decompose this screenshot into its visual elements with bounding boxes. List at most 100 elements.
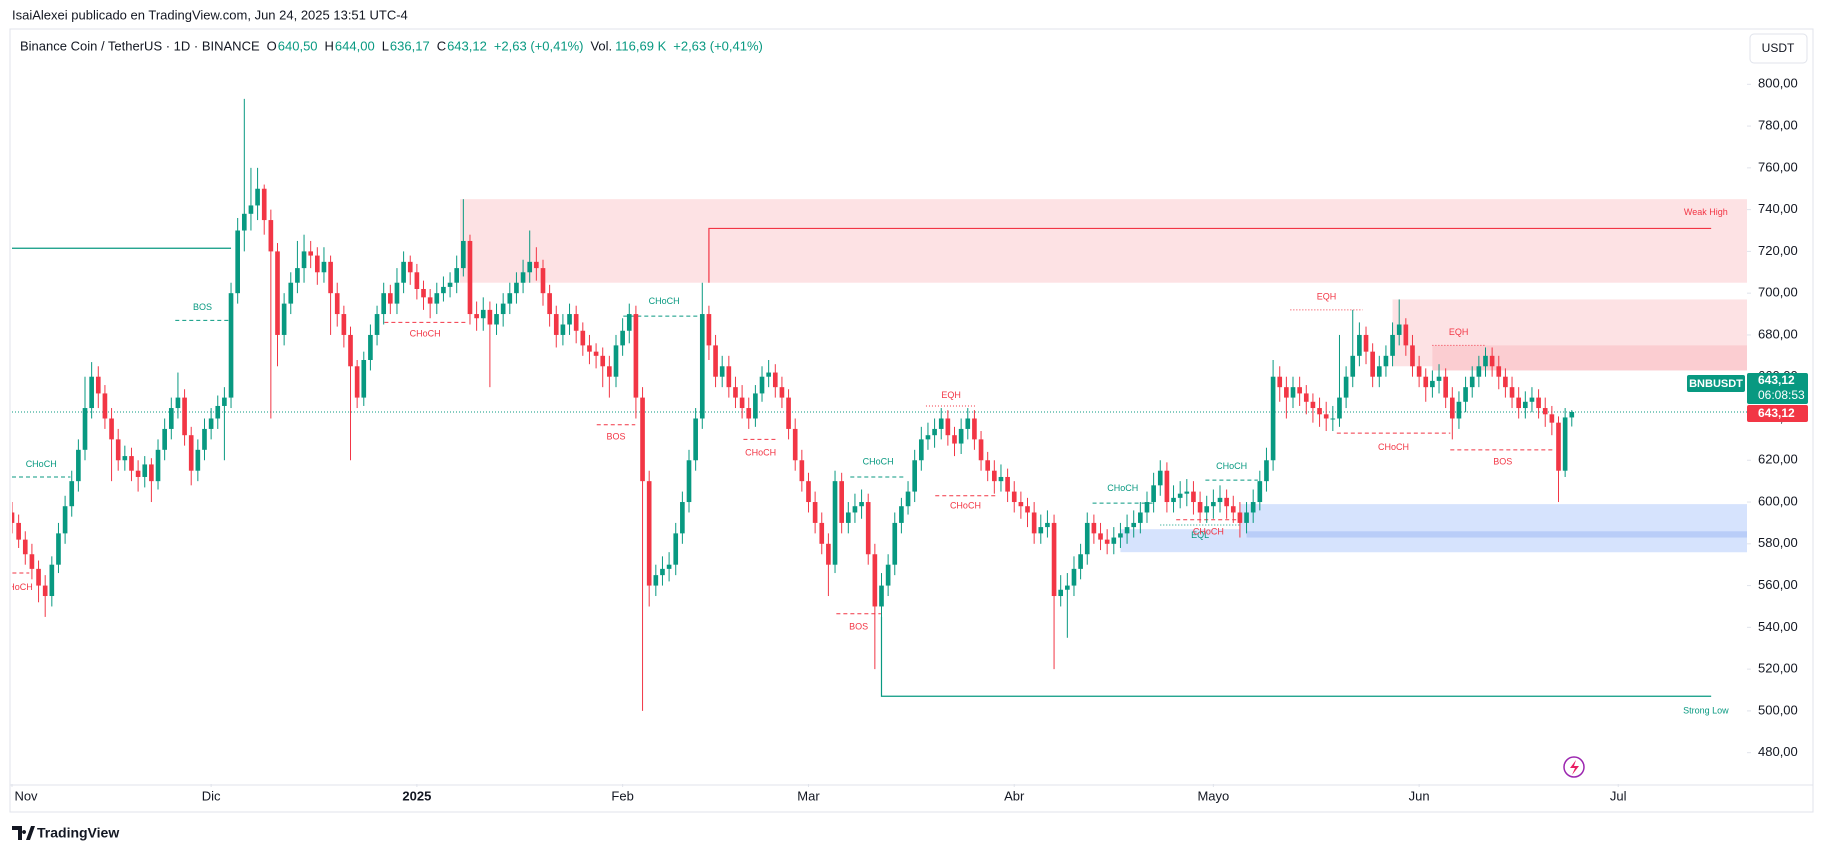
candle-body — [520, 272, 526, 283]
candle-body — [115, 439, 121, 461]
candle-body — [1084, 522, 1090, 555]
x-tick-label: Mayo — [1197, 788, 1229, 803]
y-tick-label: 700,00 — [1758, 285, 1798, 300]
legend-item: Binance Coin / TetherUS · 1D · BINANCE — [20, 38, 260, 53]
candle-body — [354, 366, 360, 398]
candle-body — [792, 428, 798, 461]
structure-label: CHoCH — [26, 459, 57, 469]
candle-body — [1390, 334, 1395, 356]
candle-body — [454, 268, 460, 283]
candle-body — [580, 330, 586, 346]
candle-body — [1317, 408, 1322, 415]
candle-body — [135, 470, 141, 477]
candle-body — [1363, 334, 1369, 352]
candle-body — [82, 408, 88, 450]
candle-body — [899, 506, 904, 523]
legend-item: H — [325, 38, 334, 53]
candle-body — [1310, 401, 1316, 409]
candle-body — [799, 460, 805, 482]
candle-body — [779, 387, 785, 398]
y-tick-label: 580,00 — [1758, 535, 1798, 550]
currency-button[interactable] — [1749, 33, 1808, 64]
y-tick-label: 680,00 — [1758, 326, 1798, 341]
candle-body — [1503, 376, 1508, 388]
candle-body — [414, 272, 420, 289]
candle-body — [1184, 491, 1190, 494]
candle-body — [739, 397, 745, 409]
candle-body — [719, 366, 725, 377]
legend-item: +2,63 (+0,41%) — [494, 38, 584, 53]
candle-body — [12, 512, 15, 523]
candle-body — [1542, 408, 1548, 415]
legend-item: 644,00 — [335, 38, 375, 53]
candle-body — [461, 240, 466, 269]
candle-body — [699, 314, 705, 419]
candle-body — [381, 293, 387, 315]
x-tick-label: Feb — [611, 788, 633, 803]
candle-body — [1171, 497, 1176, 503]
y-tick-label: 720,00 — [1758, 243, 1798, 258]
structure-label: BOS — [849, 622, 868, 632]
candle-body — [826, 543, 831, 565]
price-label: 643,12 — [1758, 373, 1795, 387]
candle-body — [573, 314, 579, 331]
structure-label: CHoCH — [1107, 483, 1138, 493]
legend-item: Vol. — [590, 38, 612, 53]
candle-body — [1118, 533, 1123, 538]
candle-body — [514, 282, 519, 294]
legend-item: L — [382, 38, 389, 53]
structure-label: EQH — [941, 390, 961, 400]
candle-body — [646, 481, 652, 586]
candle-body — [1065, 585, 1070, 590]
candle-body — [1244, 512, 1249, 523]
candle-body — [507, 293, 513, 304]
candle-body — [109, 418, 114, 440]
candle-body — [129, 456, 134, 471]
candle-body — [938, 418, 944, 429]
candle-body — [1144, 502, 1150, 513]
candle-body — [1489, 355, 1495, 367]
candle-body — [182, 397, 187, 436]
candle-body — [1456, 401, 1462, 419]
x-tick-label: 2025 — [402, 788, 431, 803]
y-tick-label: 500,00 — [1758, 702, 1798, 717]
candle-body — [441, 286, 446, 294]
x-tick-label: Jun — [1409, 788, 1430, 803]
candle-body — [76, 449, 81, 482]
y-tick-label: 540,00 — [1758, 619, 1798, 634]
candle-body — [102, 393, 108, 419]
candle-body — [1237, 512, 1243, 523]
candle-body — [587, 345, 592, 352]
legend-item: 636,17 — [390, 38, 430, 53]
candle-body — [567, 314, 572, 325]
candle-body — [1569, 411, 1575, 418]
candle-body — [235, 230, 240, 294]
candle-body — [1011, 491, 1017, 503]
candle-body — [62, 506, 68, 534]
structure-label: CHoCH — [649, 296, 680, 306]
candle-body — [892, 522, 898, 565]
candle-body — [620, 330, 625, 346]
candle-body — [972, 418, 977, 440]
structure-label: EQH — [1317, 292, 1337, 302]
candle-body — [1164, 470, 1170, 503]
structure-label: CHoCH — [745, 447, 776, 457]
candle-body — [1370, 351, 1375, 377]
candle-body — [1111, 537, 1117, 544]
candle-body — [341, 314, 347, 335]
candle-body — [16, 522, 21, 540]
candle-body — [1522, 401, 1528, 409]
candle-body — [905, 491, 911, 507]
candle-body — [832, 481, 838, 565]
candle-body — [992, 470, 997, 482]
candle-body — [494, 314, 499, 325]
alert-icon[interactable] — [1563, 756, 1585, 778]
candle-body — [1509, 387, 1515, 398]
candle-body — [859, 502, 864, 507]
x-tick-label: Nov — [14, 788, 38, 803]
candle-body — [1323, 414, 1329, 419]
candle-body — [175, 397, 181, 409]
x-tick-label: Mar — [797, 788, 820, 803]
candle-body — [593, 351, 599, 356]
